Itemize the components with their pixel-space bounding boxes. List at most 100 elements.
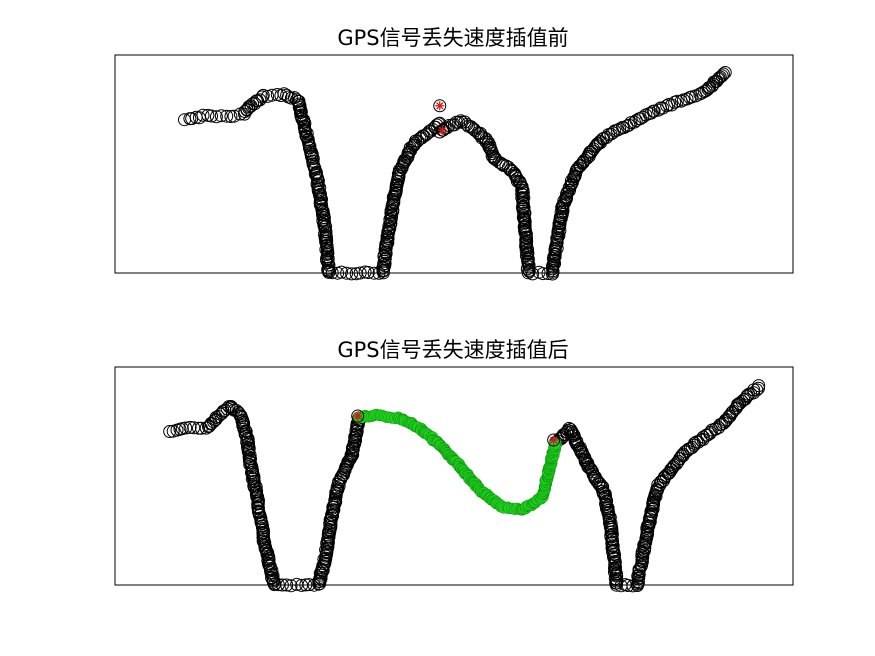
speed-sample-point — [220, 109, 234, 123]
speed-sample-point — [657, 470, 671, 484]
speed-sample-point — [261, 89, 275, 103]
speed-sample-point — [398, 153, 412, 167]
speed-sample-point — [605, 541, 619, 555]
speed-sample-point — [243, 448, 257, 462]
speed-sample-point — [452, 115, 466, 129]
speed-sample-point — [325, 266, 339, 280]
speed-sample-point — [196, 108, 210, 122]
speed-sample-point — [214, 109, 228, 123]
speed-sample-point — [192, 421, 205, 435]
speed-sample-point — [319, 543, 333, 557]
speed-sample-point — [515, 187, 529, 201]
speed-sample-point — [353, 266, 367, 280]
speed-sample-point — [187, 421, 201, 435]
plot-area-frame — [114, 366, 794, 586]
speed-sample-point — [275, 578, 289, 592]
speed-sample-point — [670, 94, 684, 108]
speed-sample-point — [608, 565, 621, 579]
speed-sample-point — [242, 450, 256, 464]
plot-area-frame — [114, 54, 794, 274]
speed-sample-point — [747, 386, 761, 400]
speed-sample-point — [345, 267, 359, 281]
speed-sample-point — [297, 115, 311, 129]
data-points — [178, 66, 732, 281]
subplot-before-interpolation: GPS信号丢失速度插值前 — [114, 26, 794, 281]
speed-sample-point — [361, 266, 375, 279]
speed-sample-point — [716, 67, 730, 81]
speed-sample-point — [666, 460, 680, 474]
speed-sample-point — [518, 226, 532, 239]
speed-sample-point — [381, 230, 395, 244]
speed-sample-point — [560, 190, 574, 204]
speed-sample-point — [224, 110, 238, 123]
gps-loss-marker — [435, 123, 449, 137]
speed-sample-point — [403, 141, 417, 155]
speed-sample-point — [271, 578, 285, 592]
speed-sample-point — [647, 104, 661, 118]
speed-sample-point — [715, 69, 729, 83]
speed-sample-point — [322, 265, 336, 279]
speed-sample-point — [516, 204, 530, 218]
speed-sample-point — [417, 129, 431, 143]
chart-title: GPS信号丢失速度插值后 — [337, 338, 568, 362]
speed-sample-point — [752, 379, 766, 393]
speed-sample-point — [298, 125, 312, 139]
speed-sample-point — [326, 509, 340, 523]
speed-sample-point — [564, 178, 578, 192]
speed-sample-point — [163, 425, 177, 438]
speed-sample-point — [274, 89, 288, 102]
speed-sample-point — [526, 267, 540, 281]
speed-sample-point — [636, 110, 650, 124]
speed-sample-point — [738, 392, 752, 406]
speed-sample-point — [433, 116, 447, 130]
speed-sample-point — [467, 122, 481, 136]
speed-sample-point — [348, 430, 362, 444]
speed-sample-point — [604, 525, 618, 539]
speed-sample-point — [420, 127, 434, 141]
gps-loss-marker — [547, 433, 561, 447]
speed-sample-point — [593, 134, 607, 148]
speed-sample-point — [239, 424, 253, 438]
speed-sample-point — [299, 578, 313, 592]
speed-sample-point — [604, 530, 618, 544]
speed-sample-point — [244, 99, 258, 113]
speed-sample-point — [516, 196, 530, 210]
speed-sample-point — [256, 88, 270, 102]
speed-sample-point — [711, 72, 725, 86]
speed-sample-point — [522, 264, 536, 278]
speed-sample-point — [209, 110, 223, 124]
speed-sample-point — [314, 566, 328, 580]
speed-sample-point — [521, 266, 535, 280]
speed-sample-point — [205, 109, 218, 123]
speed-sample-point — [557, 194, 571, 208]
gps-loss-marker — [351, 409, 365, 423]
speed-sample-point — [280, 578, 294, 592]
subplot-after-interpolation: GPS信号丢失速度插值后 — [114, 338, 794, 593]
speed-sample-point — [292, 94, 306, 108]
speed-sample-point — [253, 93, 267, 107]
speed-sample-point — [521, 247, 535, 261]
gps-loss-marker — [433, 99, 447, 113]
speed-sample-point — [673, 452, 687, 466]
speed-sample-point — [581, 460, 595, 474]
speed-sample-point — [319, 243, 333, 256]
speed-sample-point — [660, 99, 674, 113]
speed-sample-point — [747, 383, 761, 397]
speed-sample-point — [319, 225, 333, 239]
speed-sample-point — [255, 90, 269, 104]
speed-sample-point — [179, 421, 193, 435]
chart-title: GPS信号丢失速度插值前 — [337, 26, 568, 50]
speed-sample-point — [713, 70, 727, 84]
speed-sample-point — [715, 417, 729, 431]
speed-sample-point — [183, 420, 197, 434]
speed-sample-point — [227, 109, 241, 123]
speed-sample-point — [284, 579, 298, 593]
speed-sample-point — [522, 260, 536, 274]
speed-sample-point — [620, 119, 634, 133]
speed-sample-point — [295, 578, 309, 592]
speed-sample-point — [340, 266, 354, 280]
speed-sample-point — [650, 482, 664, 496]
speed-sample-point — [624, 116, 638, 130]
